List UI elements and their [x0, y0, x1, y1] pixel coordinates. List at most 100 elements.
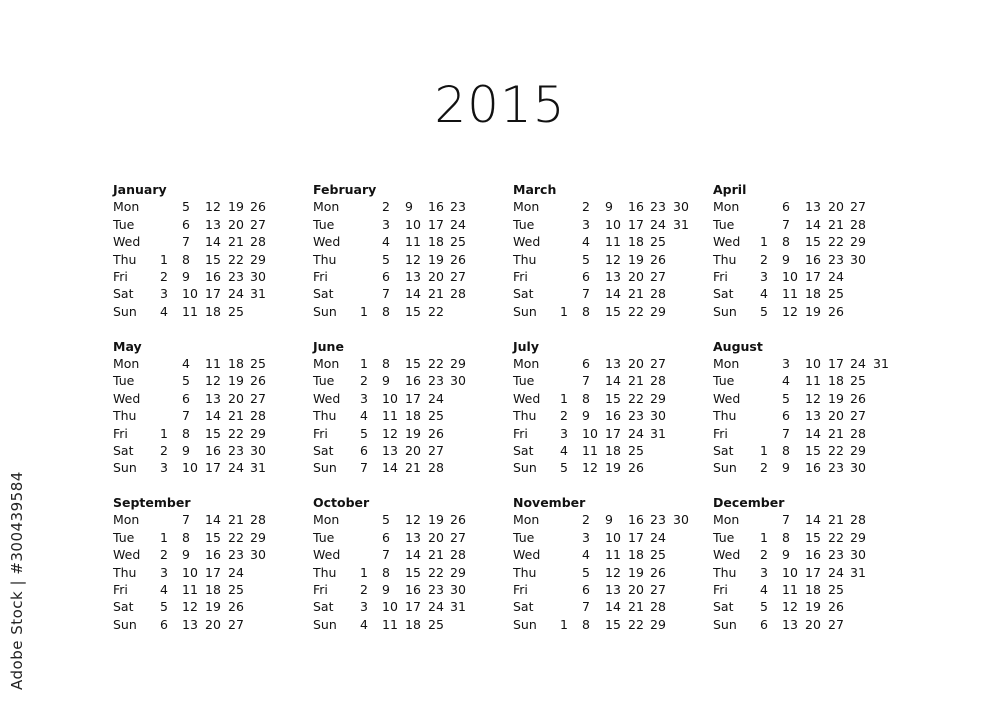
day-number: 29 — [250, 251, 266, 267]
day-number: 26 — [228, 599, 244, 615]
day-number: 22 — [428, 564, 444, 580]
day-number: 4 — [160, 303, 168, 319]
day-number: 19 — [628, 564, 644, 580]
day-number: 7 — [182, 234, 190, 250]
day-number: 23 — [428, 582, 444, 597]
day-number: 28 — [850, 512, 866, 528]
day-number: 3 — [582, 216, 590, 232]
weekday-label: Fri — [713, 269, 728, 284]
day-number: 27 — [250, 216, 266, 232]
month-may: May Mon 4 11 18 25 Tue 5 12 19 26 Wed 6 13 20 27 Thu 7 14 2… — [113, 339, 303, 497]
day-number: 9 — [382, 582, 390, 597]
day-number: 21 — [405, 460, 421, 476]
day-number: 26 — [850, 390, 866, 406]
day-number: 12 — [205, 199, 221, 215]
day-number: 22 — [828, 234, 844, 250]
day-number: 23 — [828, 460, 844, 476]
day-number: 3 — [382, 216, 390, 232]
day-number: 3 — [360, 390, 368, 406]
day-number: 12 — [205, 373, 221, 389]
day-number: 17 — [605, 425, 621, 441]
day-number: 10 — [805, 355, 821, 371]
weekday-label: Sat — [513, 442, 534, 458]
day-number: 10 — [182, 460, 198, 476]
day-number: 24 — [228, 286, 244, 302]
day-number: 8 — [582, 390, 590, 406]
day-number: 28 — [250, 408, 266, 424]
calendar-year-title: 2015 — [434, 76, 566, 134]
day-number: 19 — [828, 390, 844, 406]
day-number: 1 — [560, 616, 568, 632]
day-number: 1 — [760, 442, 768, 458]
month-name: May — [113, 338, 142, 354]
day-number: 28 — [650, 373, 666, 389]
day-number: 17 — [428, 216, 444, 232]
day-number: 17 — [628, 529, 644, 545]
day-number: 6 — [182, 216, 190, 232]
day-number: 8 — [782, 442, 790, 458]
month-october: October Mon 5 12 19 26 Tue 6 13 20 27 Wed 7 14 21 28 Thu… — [313, 495, 503, 653]
day-number: 21 — [228, 408, 244, 424]
weekday-label: Wed — [113, 547, 141, 563]
day-number: 8 — [382, 355, 390, 371]
month-september: September Mon 7 14 21 28 Tue 1 8 15 22 29 Wed 2 9 16 23 3… — [113, 495, 303, 653]
weekday-label: Tue — [313, 373, 335, 389]
day-number: 31 — [673, 216, 689, 232]
day-number: 20 — [628, 355, 644, 371]
weekday-label: Sat — [313, 286, 334, 302]
day-number: 2 — [360, 582, 368, 597]
day-number: 24 — [428, 599, 444, 615]
day-number: 14 — [805, 216, 821, 232]
weekday-label: Mon — [513, 199, 540, 215]
day-number: 30 — [450, 373, 466, 389]
day-number: 25 — [650, 234, 666, 250]
day-number: 1 — [360, 355, 368, 371]
day-number: 10 — [582, 425, 598, 441]
day-number: 5 — [782, 390, 790, 406]
month-name: July — [513, 338, 539, 354]
weekday-label: Mon — [113, 512, 140, 528]
day-number: 13 — [205, 390, 221, 406]
day-number: 14 — [405, 286, 421, 302]
day-number: 4 — [160, 582, 168, 597]
weekday-label: Tue — [513, 529, 535, 545]
day-number: 23 — [650, 199, 666, 215]
day-number: 3 — [760, 269, 768, 284]
day-number: 14 — [205, 512, 221, 528]
weekday-label: Tue — [713, 373, 735, 389]
month-name: October — [313, 495, 370, 510]
day-number: 11 — [405, 234, 421, 250]
day-number: 12 — [782, 303, 798, 319]
day-number: 5 — [160, 599, 168, 615]
day-number: 31 — [873, 355, 889, 371]
day-number: 26 — [650, 564, 666, 580]
weekday-label: Tue — [113, 529, 135, 545]
weekday-label: Thu — [113, 564, 137, 580]
day-number: 24 — [650, 216, 666, 232]
day-number: 10 — [782, 564, 798, 580]
day-number: 20 — [828, 408, 844, 424]
day-number: 29 — [250, 425, 266, 441]
day-number: 29 — [450, 355, 466, 371]
weekday-label: Wed — [313, 234, 341, 250]
day-number: 2 — [160, 269, 168, 284]
day-number: 7 — [382, 547, 390, 563]
day-number: 17 — [405, 599, 421, 615]
day-number: 12 — [782, 599, 798, 615]
day-number: 5 — [760, 599, 768, 615]
weekday-label: Sun — [113, 303, 137, 319]
day-number: 22 — [828, 529, 844, 545]
day-number: 29 — [650, 303, 666, 319]
month-february: February Mon 2 9 16 23 Tue 3 10 17 24 Wed 4 11 18 25 Thu… — [313, 182, 503, 340]
day-number: 5 — [760, 303, 768, 319]
day-number: 15 — [805, 442, 821, 458]
day-number: 27 — [650, 269, 666, 284]
weekday-label: Fri — [513, 269, 528, 284]
day-number: 30 — [850, 460, 866, 476]
weekday-label: Fri — [313, 425, 328, 441]
day-number: 6 — [160, 616, 168, 632]
day-number: 8 — [182, 251, 190, 267]
day-number: 21 — [228, 234, 244, 250]
day-number: 1 — [560, 390, 568, 406]
day-number: 26 — [828, 303, 844, 319]
